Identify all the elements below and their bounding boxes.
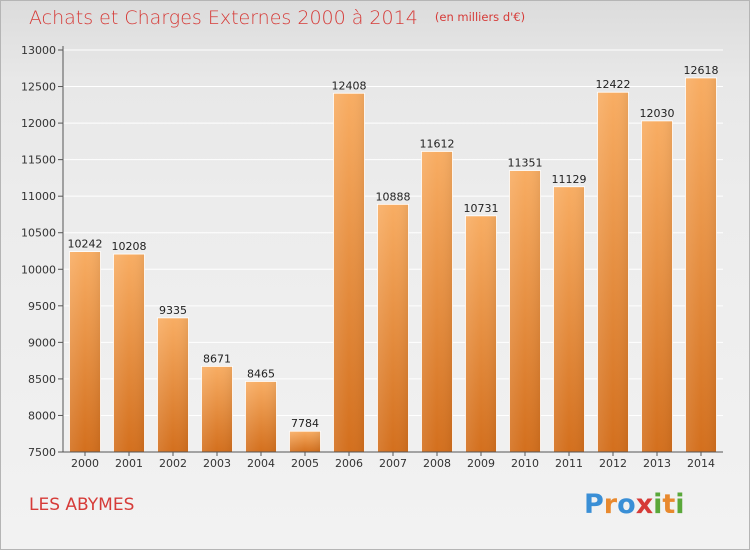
bar-shade: [114, 254, 144, 452]
x-tick-label: 2009: [467, 457, 495, 470]
brand-logo: Proxiti: [584, 489, 685, 520]
bar-shade: [598, 92, 628, 452]
chart-title-unit: (en milliers d'€): [434, 10, 526, 24]
town-name: LES ABYMES: [29, 495, 135, 515]
brand-letter: P: [584, 489, 604, 520]
bar-shade: [158, 318, 188, 452]
bar-value-label: 11351: [508, 157, 543, 170]
y-tick-label: 10500: [21, 227, 56, 240]
bar-shade: [202, 366, 232, 452]
y-tick-label: 8500: [28, 373, 56, 386]
x-tick-label: 2011: [555, 457, 583, 470]
y-tick-label: 12000: [21, 117, 56, 130]
bar-value-label: 11129: [552, 173, 587, 186]
bar-value-label: 8465: [247, 367, 275, 380]
bar-value-label: 12408: [332, 79, 367, 92]
bar-shade: [510, 171, 540, 452]
y-tick-label: 9500: [28, 300, 56, 313]
bar-shade: [378, 204, 408, 452]
brand-letter: t: [662, 489, 676, 520]
bar-shade: [642, 121, 672, 452]
x-tick-label: 2008: [423, 457, 451, 470]
y-tick-label: 9000: [28, 336, 56, 349]
bar-shade: [422, 151, 452, 452]
bar-value-label: 8671: [203, 352, 231, 365]
bar-value-label: 11612: [420, 137, 455, 150]
y-tick-label: 12500: [21, 81, 56, 94]
y-tick-label: 7500: [28, 446, 56, 459]
x-tick-label: 2012: [599, 457, 627, 470]
bar-value-label: 10242: [68, 238, 103, 251]
brand-letter: o: [617, 489, 636, 520]
bar-value-label: 12618: [684, 64, 719, 77]
data-labels: 10242 10208 9335 8671 8465 7784 12408 10888 1161…: [68, 64, 719, 430]
y-tick-label: 11500: [21, 154, 56, 167]
y-tick-label: 13000: [21, 44, 56, 57]
bar-value-label: 10208: [112, 240, 147, 253]
bar-shade: [246, 381, 276, 452]
bars: [69, 77, 717, 453]
bar-value-label: 12030: [640, 107, 675, 120]
y-tick-label: 10000: [21, 263, 56, 276]
y-tick-label: 8000: [28, 409, 56, 422]
brand-letter: i: [675, 489, 685, 520]
bar-value-label: 10731: [464, 202, 499, 215]
bar-value-label: 10888: [376, 190, 411, 203]
x-tick-label: 2000: [71, 457, 99, 470]
x-tick-label: 2014: [687, 457, 715, 470]
x-tick-label: 2007: [379, 457, 407, 470]
bar-value-label: 9335: [159, 304, 187, 317]
brand-letter: r: [603, 489, 618, 520]
bar-shade: [334, 93, 364, 452]
bar-shade: [466, 216, 496, 452]
x-tick-label: 2005: [291, 457, 319, 470]
brand-letter: x: [635, 489, 654, 520]
chart-title: Achats et Charges Externes 2000 à 2014 (…: [29, 7, 525, 29]
y-tick-label: 11000: [21, 190, 56, 203]
x-tick-label: 2001: [115, 457, 143, 470]
x-tick-label: 2003: [203, 457, 231, 470]
bar-value-label: 7784: [291, 417, 319, 430]
axes: 7500 8000 8500 9000 9500 10000 10500 11000 11500…: [21, 44, 723, 470]
brand-letter: i: [653, 489, 663, 520]
x-tick-label: 2006: [335, 457, 363, 470]
bar-value-label: 12422: [596, 78, 631, 91]
bar-shade: [70, 252, 100, 452]
chart-title-main: Achats et Charges Externes 2000 à 2014: [29, 7, 418, 29]
x-tick-label: 2002: [159, 457, 187, 470]
bar-shade: [554, 187, 584, 452]
x-tick-label: 2010: [511, 457, 539, 470]
bar-shade: [686, 78, 716, 452]
x-tick-label: 2013: [643, 457, 671, 470]
x-tick-label: 2004: [247, 457, 275, 470]
bar-shade: [290, 431, 320, 452]
